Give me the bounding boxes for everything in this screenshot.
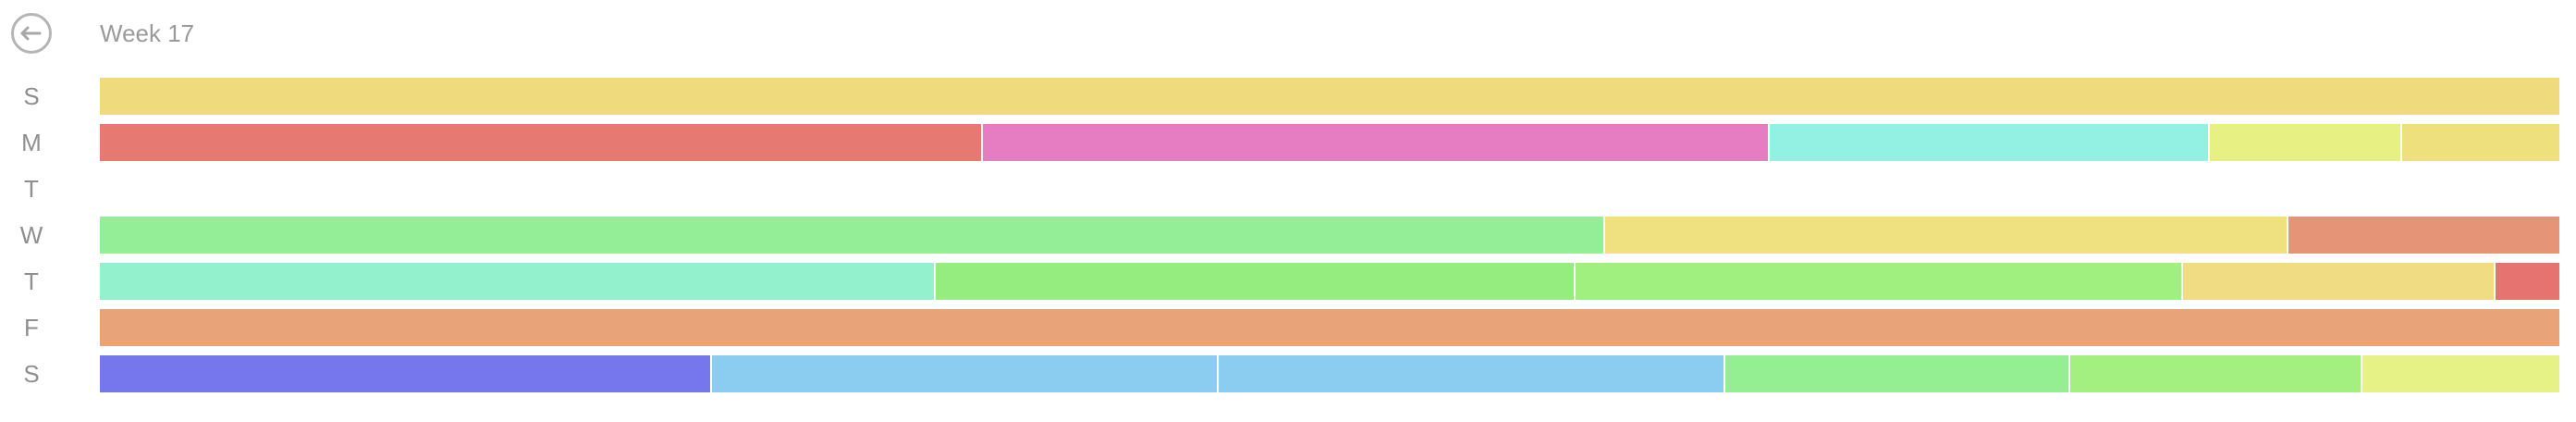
time-segment[interactable]: [100, 78, 2559, 115]
time-segment[interactable]: [2362, 355, 2559, 392]
time-segment[interactable]: [100, 217, 1605, 254]
time-segment[interactable]: [2496, 263, 2559, 300]
day-track: [100, 124, 2559, 161]
day-label: M: [21, 129, 42, 156]
time-segment[interactable]: [2288, 217, 2559, 254]
time-segment[interactable]: [1770, 124, 2210, 161]
time-segment[interactable]: [100, 309, 2559, 346]
time-segment[interactable]: [1605, 217, 2288, 254]
day-label: S: [23, 360, 40, 388]
arrow-left-circle-icon: [20, 26, 42, 41]
day-track: [100, 217, 2559, 254]
time-segment[interactable]: [2210, 124, 2402, 161]
page-title: Week 17: [100, 19, 195, 47]
day-label: T: [24, 175, 39, 203]
day-track: [100, 263, 2559, 300]
time-segment[interactable]: [712, 355, 1219, 392]
day-track: [100, 309, 2559, 346]
time-segment[interactable]: [1725, 355, 2070, 392]
time-segment[interactable]: [983, 124, 1770, 161]
time-segment[interactable]: [100, 263, 936, 300]
day-label: W: [19, 221, 43, 249]
time-segment[interactable]: [1219, 355, 1725, 392]
day-label: F: [24, 314, 39, 341]
time-segment[interactable]: [100, 124, 983, 161]
time-segment[interactable]: [936, 263, 1576, 300]
time-segment[interactable]: [1576, 263, 2183, 300]
back-button[interactable]: [11, 13, 52, 54]
day-track: [100, 78, 2559, 115]
time-segment[interactable]: [2070, 355, 2362, 392]
day-track: [100, 170, 2559, 207]
time-segment[interactable]: [100, 355, 712, 392]
day-label: S: [23, 82, 40, 110]
time-segment[interactable]: [2402, 124, 2559, 161]
day-label: T: [24, 267, 39, 295]
day-track: [100, 355, 2559, 392]
time-segment[interactable]: [2183, 263, 2496, 300]
